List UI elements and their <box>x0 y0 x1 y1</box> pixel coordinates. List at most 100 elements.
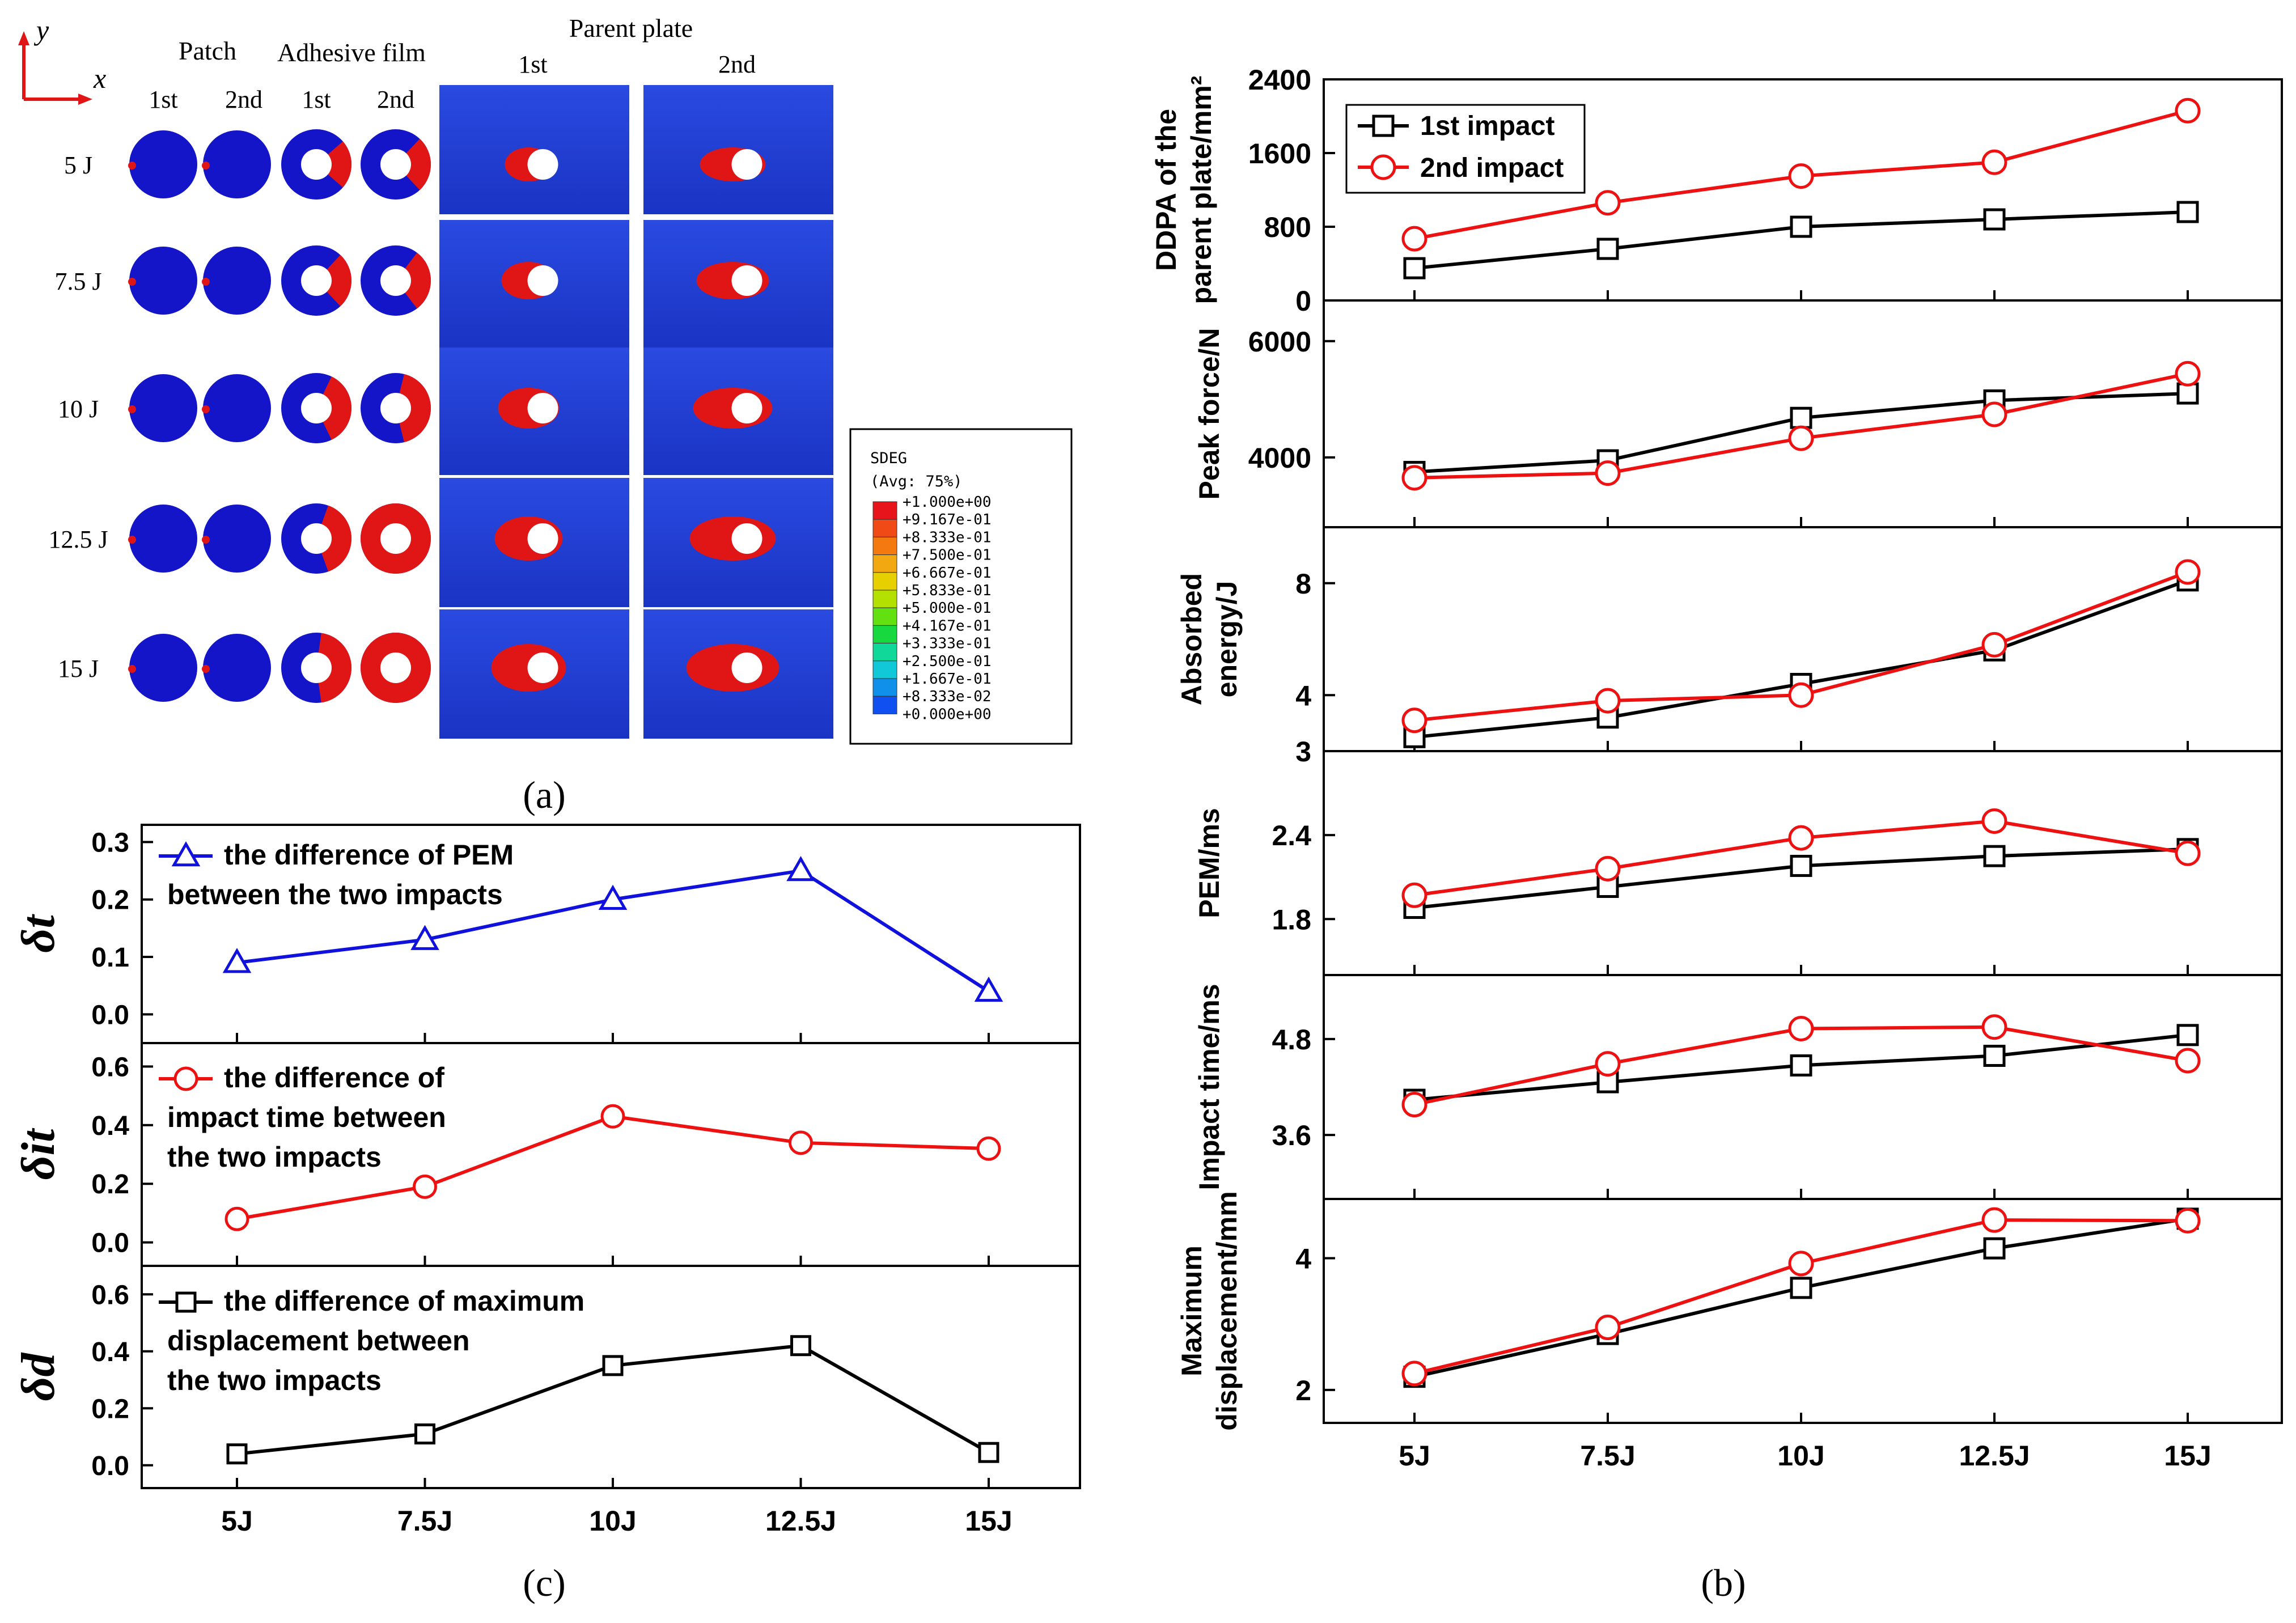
y-tick-label: 0.2 <box>91 885 129 916</box>
panel-b-subplot: 4000 6000 Peak force/N <box>1193 299 2283 528</box>
data-point <box>598 884 628 910</box>
legend-marker <box>175 1291 197 1313</box>
energy-label: 5 J <box>64 151 92 179</box>
y-tick-label: 0.2 <box>91 1169 129 1200</box>
sdeg-level-label: +8.333e-01 <box>903 529 992 546</box>
fea-row: 5 J <box>64 85 833 214</box>
adhesive-1st-ring-hole <box>301 149 332 180</box>
sdeg-level-label: +1.667e-01 <box>903 671 992 688</box>
y-tick-label: 0.6 <box>91 1052 129 1082</box>
data-point <box>1596 238 1619 260</box>
axis-y-label: y <box>33 14 49 46</box>
fea-row: 7.5 J <box>54 220 833 348</box>
sdeg-level-label: +0.000e+00 <box>903 706 992 723</box>
data-point <box>1983 1237 2006 1260</box>
plate-1st-hole <box>527 265 558 296</box>
y-tick-label: 800 <box>1264 211 1311 243</box>
adhesive-1st-ring-damage <box>316 376 351 440</box>
plate-1st-hole <box>527 149 558 180</box>
y-axis-label: δit <box>12 1128 65 1180</box>
y-tick-label: 0.1 <box>91 943 129 973</box>
patch-damage-spot <box>202 278 210 286</box>
patch-1st-disc <box>129 130 197 198</box>
header-plate-2nd: 2nd <box>718 50 756 78</box>
data-point <box>1595 1051 1621 1077</box>
y-tick-label: 0.0 <box>91 1228 129 1258</box>
y-axis-label: Impact time/ms <box>1193 984 1225 1190</box>
x-tick-label: 7.5J <box>1580 1440 1635 1472</box>
sdeg-legend: SDEG (Avg: 75%) +1.000e+00+9.167e-01+8.3… <box>849 428 1073 745</box>
axis-x-label: x <box>93 62 106 94</box>
legend-first-impact-marker <box>1372 115 1395 137</box>
adhesive-2nd-ring-hole <box>380 265 411 296</box>
legend-text: between the two impacts <box>167 879 503 910</box>
sdeg-level-label: +3.333e-01 <box>903 635 992 652</box>
header-parent-plate: Parent plate <box>569 14 693 43</box>
data-point <box>226 1443 248 1465</box>
y-axis-label: DDPA of the <box>1150 109 1182 271</box>
patch-2nd-disc <box>203 130 271 198</box>
patch-damage-spot <box>202 536 210 544</box>
subplot-frame <box>141 1265 1081 1489</box>
sdeg-level-label: +5.833e-01 <box>903 582 992 599</box>
header-adhesive-1st: 1st <box>302 86 331 113</box>
data-point <box>2175 559 2201 585</box>
sdeg-legend-title: SDEG <box>870 450 907 467</box>
data-point <box>1788 425 1814 451</box>
panel-b-subplot: 4 8 Absorbed energy/J <box>1176 526 2283 752</box>
data-point <box>1790 1054 1812 1077</box>
y-tick-label: 4.8 <box>1272 1024 1311 1056</box>
data-point <box>222 948 252 973</box>
legend-second-impact-marker <box>1370 154 1396 180</box>
y-tick-label: 2 <box>1295 1375 1311 1406</box>
y-tick-label: 3 <box>1295 736 1311 768</box>
adhesive-1st-ring-damage <box>316 141 351 188</box>
sdeg-color-swatch <box>872 501 897 520</box>
data-point <box>224 1206 249 1231</box>
data-point <box>1983 1044 2006 1067</box>
y-tick-label: 0.3 <box>91 828 129 858</box>
caption-b: (b) <box>1701 1561 1746 1604</box>
sdeg-level-label: +1.000e+00 <box>903 494 992 511</box>
panel-b-subplot: 2 4 Maximum displacement/mm <box>1176 1191 2283 1431</box>
data-point <box>1788 163 1814 189</box>
y-tick-label: 4000 <box>1248 442 1311 474</box>
fea-contour-rows: 5 J 7.5 J 10 J 12.5 J 15 J <box>48 85 833 739</box>
x-tick-label: 5J <box>221 1505 253 1537</box>
y-axis-label: Peak force/N <box>1193 328 1225 500</box>
y-tick-label: 0.4 <box>91 1337 129 1367</box>
x-tick-label: 10J <box>589 1505 636 1537</box>
x-tick-label: 15J <box>2164 1440 2211 1472</box>
data-point <box>413 1174 437 1199</box>
data-point <box>1788 1016 1814 1042</box>
fea-row: 10 J <box>58 348 833 475</box>
sdeg-level-label: +5.000e-01 <box>903 600 992 617</box>
header-adhesive-2nd: 2nd <box>377 86 414 113</box>
panel-b-subplot: 3.6 4.8 Impact time/ms <box>1193 974 2283 1200</box>
y-tick-label: 0 <box>1295 285 1311 317</box>
data-point <box>974 976 1003 1002</box>
header-adhesive-film: Adhesive film <box>277 38 426 67</box>
sdeg-color-swatch <box>872 660 897 679</box>
energy-label: 10 J <box>58 395 99 423</box>
plate-2nd-hole <box>731 523 762 554</box>
patch-1st-disc <box>129 505 197 573</box>
data-point <box>2175 840 2201 866</box>
patch-damage-spot <box>128 665 136 673</box>
sdeg-level-label: +6.667e-01 <box>903 565 992 582</box>
legend-text: impact time between <box>167 1101 446 1133</box>
data-point <box>1401 226 1427 252</box>
data-point <box>976 1136 1001 1161</box>
y-tick-label: 3.6 <box>1272 1120 1311 1151</box>
y-tick-label: 0.0 <box>91 1451 129 1481</box>
data-point <box>789 1130 813 1155</box>
adhesive-2nd-ring-hole <box>380 149 411 180</box>
patch-2nd-disc <box>203 247 271 315</box>
data-point <box>1981 632 2007 658</box>
energy-label: 12.5 J <box>48 526 108 553</box>
patch-damage-spot <box>202 162 210 169</box>
header-patch-1st: 1st <box>149 86 177 113</box>
patch-damage-spot <box>128 278 136 286</box>
